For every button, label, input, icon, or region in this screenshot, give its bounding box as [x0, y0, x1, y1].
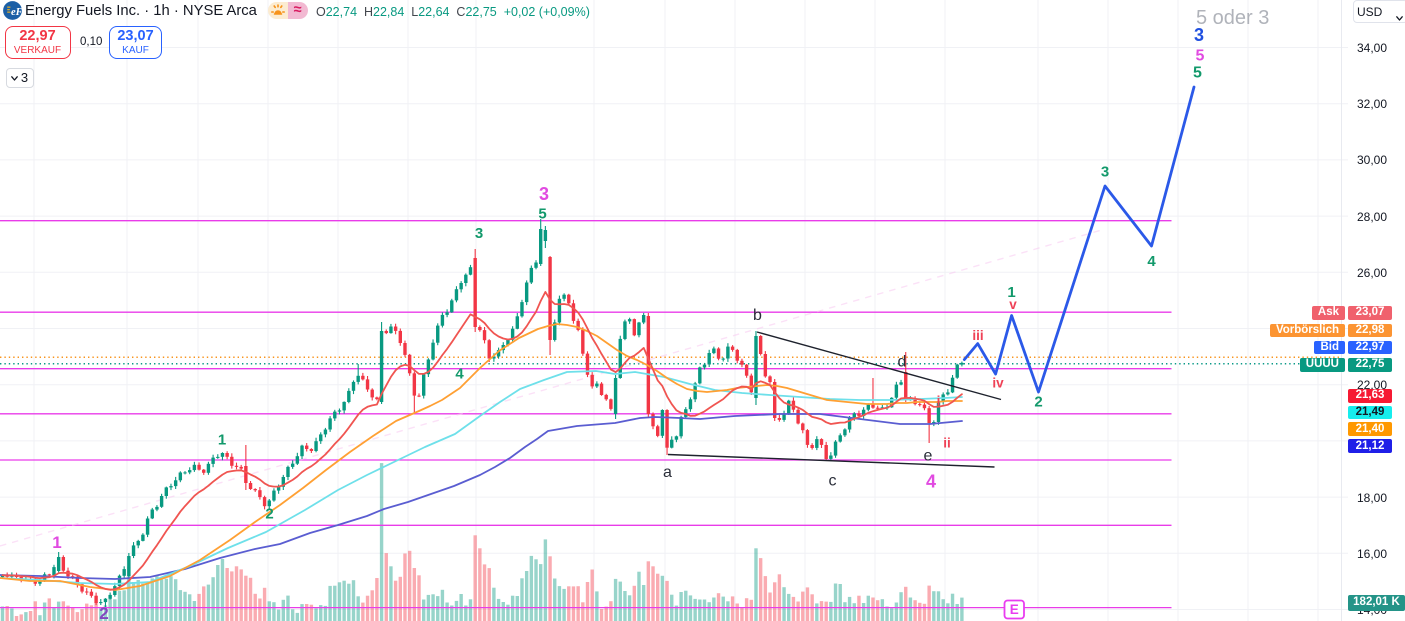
svg-text:5: 5 — [538, 206, 546, 223]
svg-text:1: 1 — [218, 432, 226, 449]
svg-text:iii: iii — [972, 328, 983, 343]
svg-text:c: c — [829, 473, 837, 490]
svg-text:4: 4 — [926, 472, 936, 492]
svg-text:eF: eF — [11, 7, 23, 18]
svg-text:5 oder 3: 5 oder 3 — [1196, 7, 1269, 29]
svg-text:E: E — [1010, 602, 1019, 617]
svg-text:3: 3 — [1194, 25, 1204, 45]
svg-text:a: a — [663, 464, 672, 481]
svg-text:ii: ii — [943, 436, 951, 451]
svg-text:4: 4 — [1147, 253, 1156, 270]
svg-text:e: e — [924, 448, 933, 465]
svg-text:3: 3 — [539, 184, 549, 204]
svg-text:5: 5 — [1193, 65, 1202, 82]
svg-text:2: 2 — [1034, 394, 1042, 411]
svg-text:1: 1 — [1007, 284, 1015, 301]
svg-text:3: 3 — [475, 225, 483, 242]
svg-text:2: 2 — [99, 604, 108, 621]
svg-text:1: 1 — [52, 533, 61, 552]
svg-text:3: 3 — [1101, 164, 1109, 181]
svg-text:d: d — [898, 354, 907, 371]
svg-text:b: b — [753, 307, 762, 324]
svg-text:i: i — [937, 394, 941, 409]
svg-text:5: 5 — [1196, 48, 1205, 65]
svg-text:iv: iv — [992, 376, 1004, 391]
svg-text:v: v — [1009, 297, 1017, 312]
svg-text:2: 2 — [265, 506, 273, 523]
svg-text:4: 4 — [455, 366, 464, 383]
